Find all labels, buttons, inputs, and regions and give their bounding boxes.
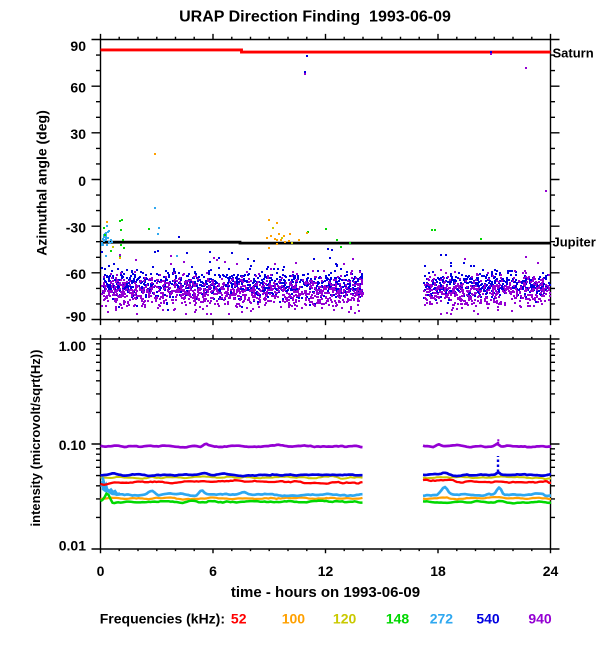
svg-text:-60: -60	[66, 266, 86, 282]
svg-text:940: 940	[528, 610, 552, 626]
svg-text:52: 52	[231, 610, 247, 626]
svg-text:6: 6	[209, 563, 217, 579]
svg-text:100: 100	[282, 610, 306, 626]
svg-text:272: 272	[430, 610, 454, 626]
svg-text:Jupiter: Jupiter	[553, 234, 596, 249]
svg-text:intensity (microvolt/sqrt(Hz)): intensity (microvolt/sqrt(Hz))	[28, 350, 43, 527]
svg-text:0.01: 0.01	[59, 537, 86, 553]
svg-text:URAP Direction Finding 1993-0: URAP Direction Finding 1993-06-09	[179, 9, 451, 26]
svg-text:time - hours on 1993-06-09: time - hours on 1993-06-09	[231, 584, 420, 601]
svg-text:Frequencies (kHz):: Frequencies (kHz):	[100, 610, 225, 626]
svg-text:12: 12	[318, 563, 334, 579]
svg-text:Saturn: Saturn	[553, 45, 594, 60]
svg-text:1.00: 1.00	[59, 338, 86, 354]
svg-text:-30: -30	[66, 219, 86, 235]
svg-text:Azimuthal angle (deg): Azimuthal angle (deg)	[34, 110, 50, 255]
svg-text:30: 30	[70, 126, 86, 142]
svg-text:90: 90	[70, 38, 86, 54]
svg-text:540: 540	[476, 610, 500, 626]
svg-text:0: 0	[97, 563, 105, 579]
svg-text:24: 24	[543, 563, 559, 579]
svg-text:-90: -90	[66, 308, 86, 324]
svg-text:120: 120	[333, 610, 357, 626]
svg-text:0.10: 0.10	[59, 437, 86, 453]
svg-text:18: 18	[430, 563, 446, 579]
svg-text:148: 148	[386, 610, 410, 626]
svg-text:0: 0	[78, 173, 86, 189]
svg-text:60: 60	[70, 79, 86, 95]
